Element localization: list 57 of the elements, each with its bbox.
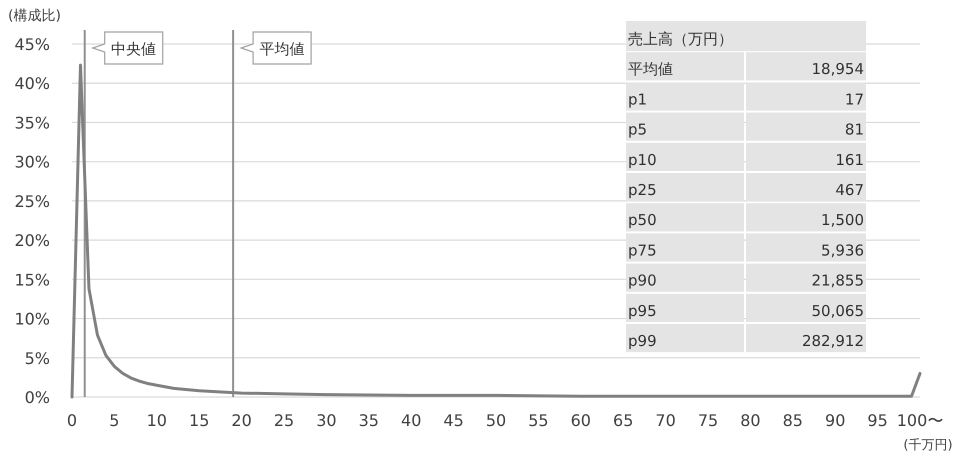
x-tick-label: 45	[443, 411, 464, 430]
ref-line-label: 中央値	[111, 40, 156, 58]
annotation: p25	[628, 181, 657, 199]
x-tick-label: 55	[528, 411, 549, 430]
annotation: 平均値	[628, 60, 673, 78]
y-tick-label: 20%	[14, 231, 50, 250]
annotation: 21,855	[812, 272, 864, 290]
annotation: 1,500	[821, 211, 864, 230]
annotation: 売上高（万円）	[628, 30, 733, 48]
annotation: 282,912	[802, 332, 864, 350]
x-tick-label: 60	[570, 411, 591, 430]
ref-line-label: 平均値	[260, 40, 305, 58]
x-tick-label: 15	[189, 411, 210, 430]
x-tick-label: 0	[66, 411, 78, 430]
x-tick-label: 20	[231, 411, 252, 430]
x-axis-title: (千万円)	[903, 438, 953, 453]
y-axis-title: (構成比)	[8, 8, 61, 24]
x-tick-label: 65	[613, 411, 634, 430]
x-tick-label: 70	[655, 411, 676, 430]
annotation: p10	[628, 150, 657, 169]
annotation: 5,936	[821, 241, 864, 260]
annotation: 467	[835, 181, 864, 199]
y-tick-label: 45%	[14, 35, 50, 54]
annotation: p75	[628, 241, 657, 260]
x-tick-label: 40	[401, 411, 422, 430]
x-tick-label: 30	[316, 411, 337, 430]
x-tick-label: 95	[867, 411, 888, 430]
line-series	[70, 64, 922, 398]
y-tick-label: 5%	[24, 348, 50, 368]
annotation: 18,954	[812, 60, 864, 78]
annotation: 17	[844, 90, 864, 108]
annotation: 50,065	[812, 302, 864, 320]
y-tick-label: 25%	[14, 192, 50, 211]
annotation: p1	[628, 90, 648, 108]
x-tick-label: 35	[358, 411, 379, 430]
x-tick-label: 90	[825, 411, 846, 430]
x-tick-label: 25	[274, 411, 294, 430]
y-tick-label: 15%	[14, 270, 50, 290]
y-tick-label: 35%	[14, 113, 50, 132]
annotation: p99	[628, 332, 657, 350]
x-tick-label: 10	[146, 411, 167, 430]
annotation: p5	[628, 120, 648, 139]
x-tick-label: 80	[740, 411, 761, 430]
x-tick-label: 100〜	[896, 411, 944, 430]
x-tick-label: 50	[486, 411, 506, 430]
annotation: 161	[835, 150, 864, 169]
y-tick-label: 40%	[14, 74, 50, 94]
annotation: 81	[844, 120, 864, 139]
y-tick-label: 0%	[24, 388, 50, 407]
x-tick-label: 5	[109, 411, 120, 430]
annotation: p50	[628, 211, 657, 230]
x-tick-label: 85	[782, 411, 803, 430]
x-tick-label: 75	[698, 411, 718, 430]
y-tick-label: 30%	[14, 152, 50, 172]
annotation: p90	[628, 272, 657, 290]
annotation: p95	[628, 302, 657, 320]
y-tick-label: 10%	[14, 310, 50, 329]
